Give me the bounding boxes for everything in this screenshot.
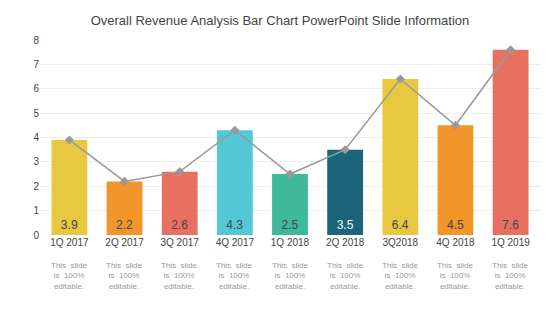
svg-text:4Q 2018: 4Q 2018: [436, 237, 475, 248]
svg-text:4.3: 4.3: [226, 218, 243, 232]
svg-text:2.2: 2.2: [116, 218, 133, 232]
svg-text:1Q 2017: 1Q 2017: [50, 237, 89, 248]
svg-text:4.5: 4.5: [447, 218, 464, 232]
svg-text:4: 4: [33, 132, 39, 143]
svg-text:6: 6: [33, 83, 39, 94]
svg-text:1Q 2019: 1Q 2019: [491, 237, 530, 248]
svg-text:2.5: 2.5: [281, 218, 298, 232]
svg-text:Overall Revenue Analysis Bar C: Overall Revenue Analysis Bar Chart Power…: [91, 13, 470, 28]
svg-text:6.4: 6.4: [392, 218, 409, 232]
svg-text:This slideis 100%editable.: This slideis 100%editable.: [382, 261, 419, 291]
svg-text:3.9: 3.9: [61, 218, 78, 232]
svg-text:2Q 2018: 2Q 2018: [326, 237, 365, 248]
svg-text:3Q 2017: 3Q 2017: [161, 237, 200, 248]
svg-text:This slideis 100%editable.: This slideis 100%editable.: [492, 261, 529, 291]
svg-text:4Q 2017: 4Q 2017: [216, 237, 255, 248]
svg-text:7: 7: [33, 59, 39, 70]
svg-text:7.6: 7.6: [502, 218, 519, 232]
svg-text:This slideis 100%editable.: This slideis 100%editable.: [51, 261, 88, 291]
svg-text:3.5: 3.5: [337, 218, 354, 232]
svg-text:This slideis 100%editable.: This slideis 100%editable.: [106, 261, 143, 291]
svg-text:3: 3: [33, 156, 39, 167]
svg-text:0: 0: [33, 230, 39, 241]
svg-text:This slideis 100%editable.: This slideis 100%editable.: [272, 261, 309, 291]
svg-text:This slideis 100%editable.: This slideis 100%editable.: [437, 261, 474, 291]
svg-text:2.6: 2.6: [171, 218, 188, 232]
svg-text:1: 1: [33, 205, 39, 216]
svg-text:2Q 2017: 2Q 2017: [105, 237, 144, 248]
svg-text:2: 2: [33, 181, 39, 192]
svg-text:3Q2018: 3Q2018: [383, 237, 419, 248]
svg-text:This slideis 100%editable.: This slideis 100%editable.: [327, 261, 364, 291]
svg-text:1Q 2018: 1Q 2018: [271, 237, 310, 248]
svg-text:This slideis 100%editable.: This slideis 100%editable.: [161, 261, 198, 291]
svg-text:8: 8: [33, 35, 39, 46]
svg-text:5: 5: [33, 108, 39, 119]
svg-text:This slideis 100%editable.: This slideis 100%editable.: [216, 261, 253, 291]
